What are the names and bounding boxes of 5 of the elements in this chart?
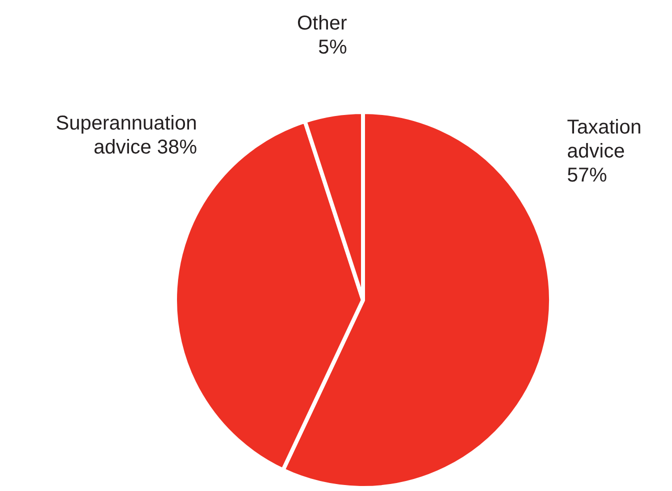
slice-label: Other: [296, 12, 348, 35]
slice-label: Taxation advice: [567, 116, 642, 163]
data-label: 5%: [318, 36, 348, 59]
data-label: 57%: [567, 164, 608, 187]
slice-label: Superannuation advice 38%: [56, 112, 198, 159]
